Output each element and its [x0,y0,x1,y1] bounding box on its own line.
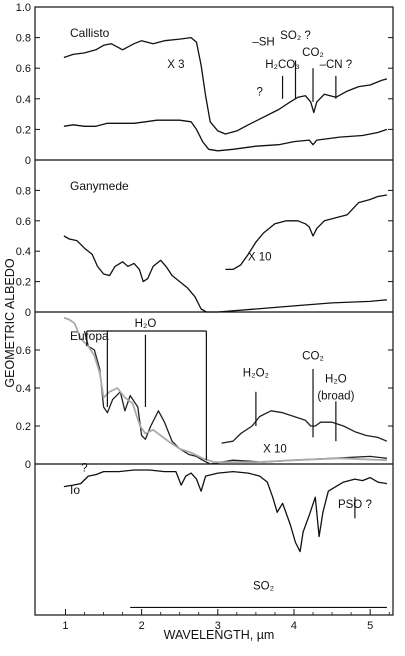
panel-io: Io?PSO ?SO₂ [63,463,388,609]
x-tick-label: 4 [291,620,297,632]
y-tick-label: 0.8 [16,33,31,45]
annotation-label: SO₂ ? [280,30,311,42]
scale-factor-label: X 3 [167,59,184,71]
series-line-3 [221,410,388,444]
series-line-1 [63,235,387,313]
y-tick-label: 0.2 [16,421,31,433]
y-tick-label: 0 [25,307,31,319]
y-tick-label: 0 [25,155,31,167]
series-line-2 [63,119,388,152]
y-tick-label: 0.4 [16,246,31,258]
series-line-1 [83,330,387,465]
series-line-1 [63,36,388,135]
series-line-1 [63,469,388,553]
panel-callisto: 1.0 0.8 0.6 0.4 0.2 0 Callisto X 3 –SH H₂CO₃? SO₂ … [16,2,393,167]
annotation-label: CO₂ [302,47,324,59]
y-tick-label: 0.2 [16,124,31,136]
annotation-label: H₂CO₃ [265,59,300,71]
series-line-2 [63,316,387,463]
panel-title: Callisto [70,26,110,40]
y-tick-label: 0 [25,459,31,471]
annotation-label: –SH [252,36,274,48]
panel-title: Europa [70,329,109,343]
x-tick-label: 2 [139,620,145,632]
y-tick-label: 0.4 [16,383,31,395]
panel-title: Ganymede [70,179,129,193]
y-tick-label: 0.6 [16,216,31,228]
series-line-2 [225,194,388,271]
x-axis: 1 2 3 4 5 [62,609,390,632]
y-tick-label: 0.6 [16,345,31,357]
x-tick-label: 3 [215,620,221,632]
y-tick-label: 0.8 [16,185,31,197]
annotation-label: H₂O₂ [243,368,269,380]
y-axis-label: GEOMETRIC ALBEDO [3,258,17,387]
y-tick-label: 0.6 [16,63,31,75]
y-tick-label: 1.0 [16,2,31,14]
annotation-label: (broad) [317,390,354,402]
panel-ganymede: 0.8 0.6 0.4 0.2 0 Ganymede X 10 [16,179,393,319]
annotation-label: ? [256,87,262,99]
annotation-label: H₂O [325,373,347,385]
y-tick-label: 0.4 [16,94,31,106]
x-tick-label: 1 [62,620,68,632]
annotation-label: CO₂ [302,351,324,363]
y-tick-label: 0.2 [16,277,31,289]
plot-border [34,6,394,616]
x-tick-label: 5 [367,620,373,632]
scale-factor-label: X 10 [263,444,287,456]
scale-factor-label: X 10 [248,251,272,263]
plot-frame [34,6,394,616]
annotation-label: SO₂ [253,580,274,592]
annotation-label: H₂O [135,318,157,330]
panel-title: Io [70,483,80,497]
annotation-label: ? [81,463,87,475]
annotation-label: –CN ? [320,59,353,71]
chart-panels: 1.0 0.8 0.6 0.4 0.2 0 Callisto X 3 –SH H₂CO₃? SO₂ … [16,2,393,609]
x-axis-label: WAVELENGTH, µm [164,628,275,642]
